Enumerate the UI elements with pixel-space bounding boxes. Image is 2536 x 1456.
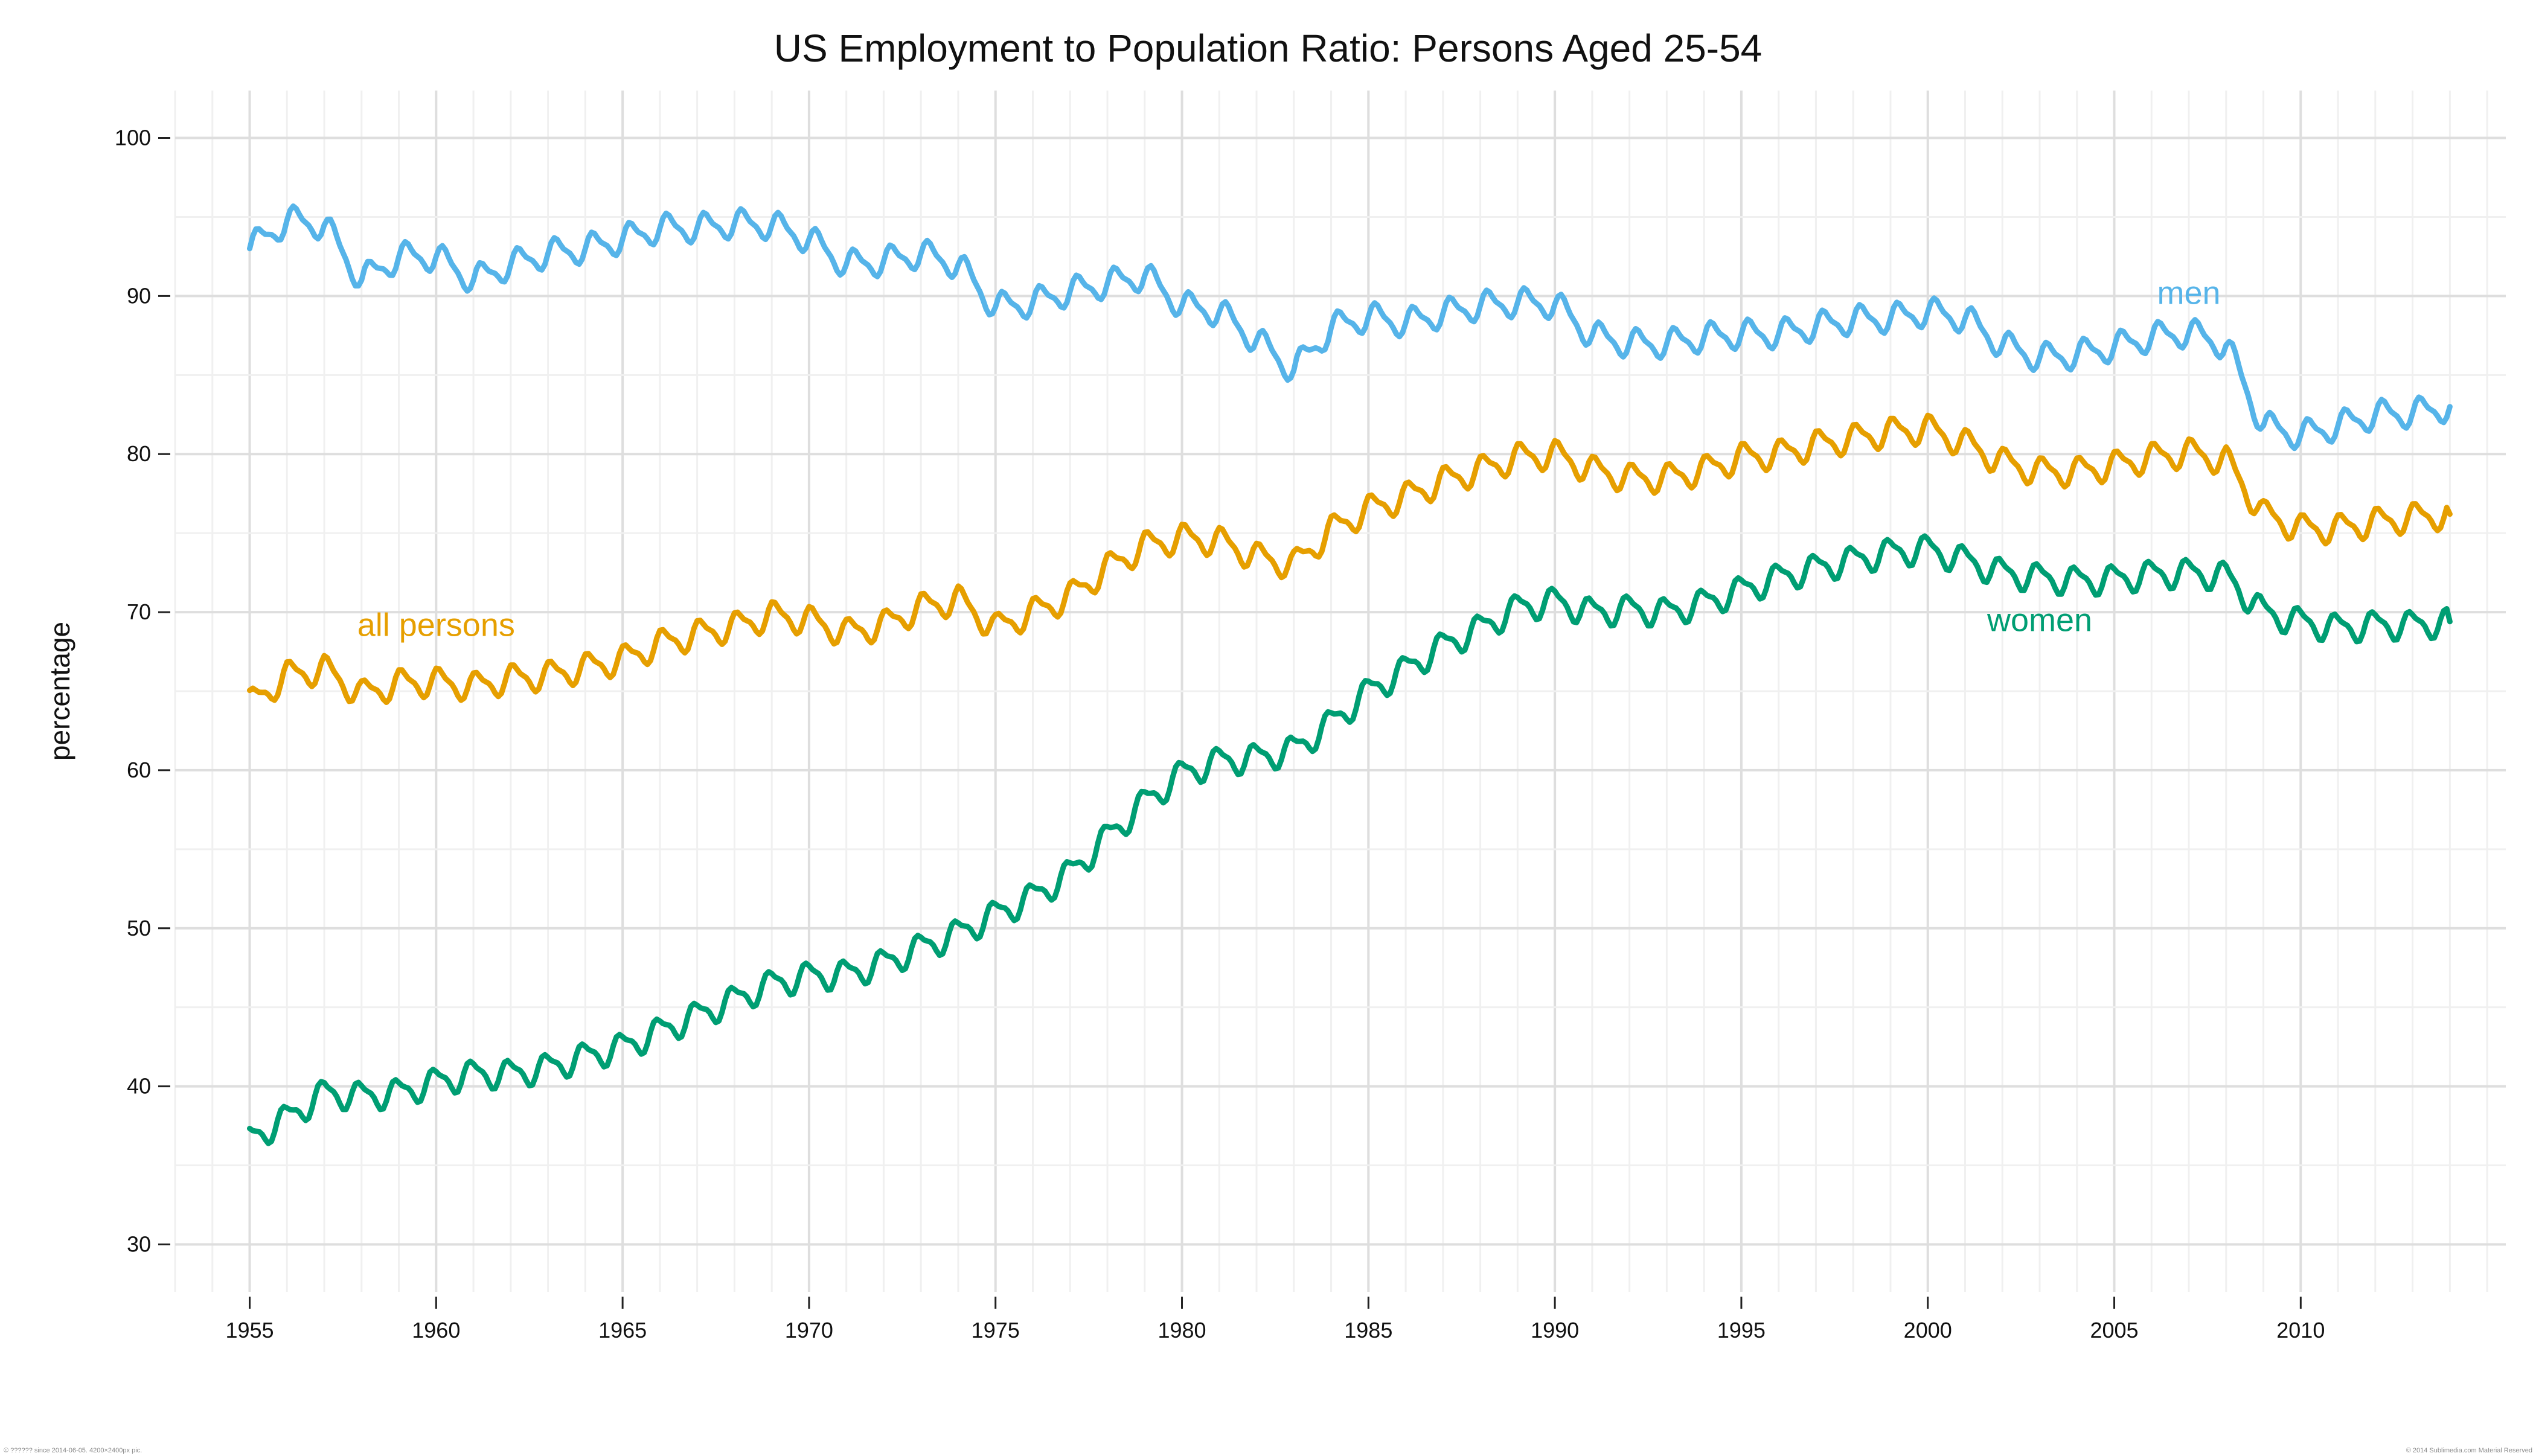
series-line-all-persons <box>247 412 2453 705</box>
y-tick-label: 60 <box>127 758 151 782</box>
x-tick-label: 1975 <box>972 1318 1020 1343</box>
footer-right-text: © 2014 Sublimedia.com Material Reserved <box>2406 1447 2532 1454</box>
y-tick-label: 100 <box>115 126 151 150</box>
x-tick-label: 1965 <box>598 1318 647 1343</box>
chart-title: US Employment to Population Ratio: Perso… <box>774 27 1763 70</box>
x-tick-label: 1980 <box>1158 1318 1206 1343</box>
y-axis-label: percentage <box>44 622 75 761</box>
x-tick-label: 1955 <box>225 1318 274 1343</box>
y-tick-label: 30 <box>127 1231 151 1256</box>
y-tick-label: 70 <box>127 599 151 624</box>
x-tick-label: 2000 <box>1904 1318 1952 1343</box>
footer-left-text: © ?????? since 2014-06-05. 4200×2400px p… <box>4 1447 142 1454</box>
x-tick-label: 1970 <box>785 1318 833 1343</box>
y-tick-label: 50 <box>127 916 151 940</box>
series-lines <box>247 203 2453 1146</box>
x-tick-label: 2010 <box>2276 1318 2325 1343</box>
series-line-women <box>247 533 2453 1146</box>
y-tick-label: 80 <box>127 441 151 466</box>
x-tick-label: 2005 <box>2090 1318 2138 1343</box>
series-label-all-persons: all persons <box>357 607 515 643</box>
axes: 30 40 50 60 70 80 90 100 1955 1960 1965 1970 1975 198… <box>115 126 2325 1343</box>
series-label-women: women <box>1987 602 2092 639</box>
series-line-men <box>247 203 2453 452</box>
series-labels: men all persons women <box>357 275 2221 643</box>
series-label-men: men <box>2157 275 2221 311</box>
y-tick-label: 40 <box>127 1074 151 1099</box>
y-tick-label: 90 <box>127 283 151 308</box>
grid <box>174 91 2506 1292</box>
x-tick-label: 1960 <box>412 1318 460 1343</box>
x-tick-label: 1990 <box>1531 1318 1579 1343</box>
x-tick-label: 1995 <box>1717 1318 1766 1343</box>
x-tick-label: 1985 <box>1344 1318 1392 1343</box>
